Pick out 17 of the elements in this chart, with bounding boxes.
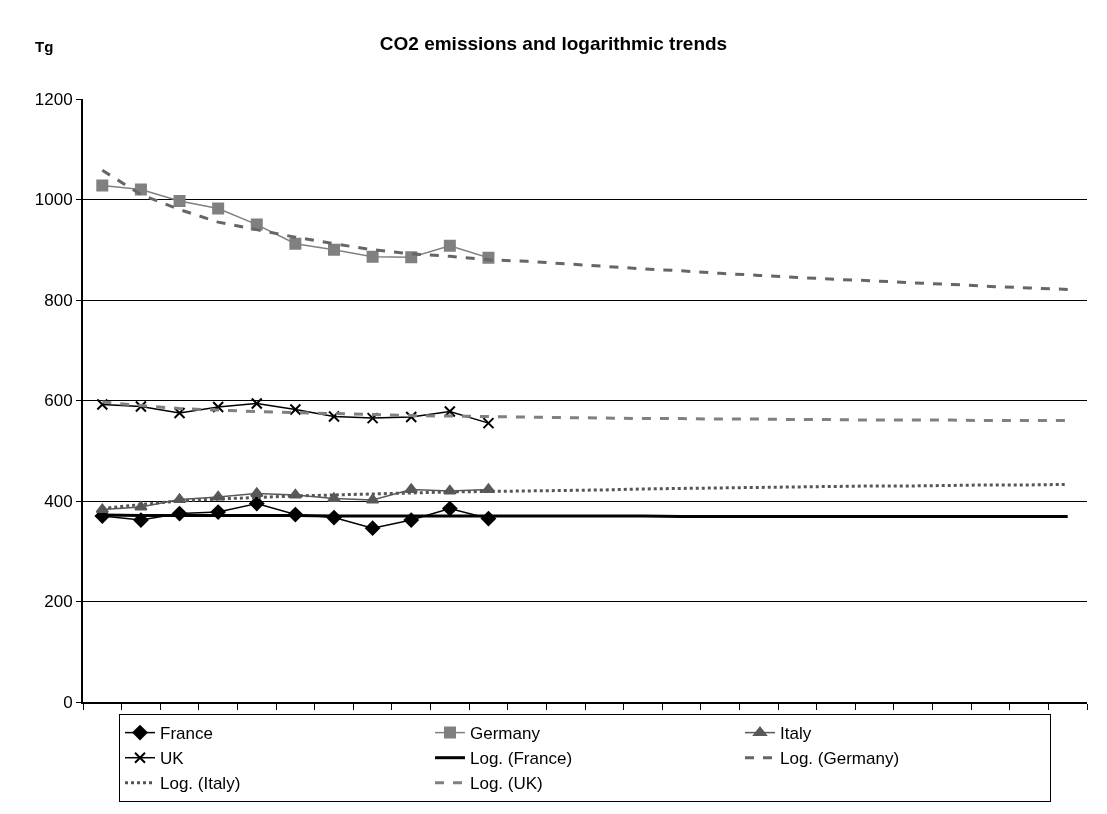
legend-label: Germany <box>470 724 541 744</box>
y-axis-title: Tg <box>35 38 54 55</box>
legend-label: France <box>160 724 213 744</box>
y-tick-label: 200 <box>44 592 73 612</box>
y-tick-label: 800 <box>44 290 73 310</box>
y-tick-label: 400 <box>44 491 73 511</box>
y-tick-label: 0 <box>63 692 73 712</box>
y-tick-label: 600 <box>44 391 73 411</box>
legend-label: UK <box>160 749 185 769</box>
legend-label: Log. (UK) <box>470 774 543 794</box>
legend-label: Log. (France) <box>470 749 573 769</box>
legend-label: Log. (Italy) <box>160 774 241 794</box>
legend-label: Log. (Germany) <box>780 749 900 769</box>
chart-title: CO2 emissions and logarithmic trends <box>379 32 728 54</box>
legend-label: Italy <box>780 724 812 744</box>
y-tick-label: 1200 <box>34 89 73 109</box>
y-tick-label: 1000 <box>34 190 73 210</box>
